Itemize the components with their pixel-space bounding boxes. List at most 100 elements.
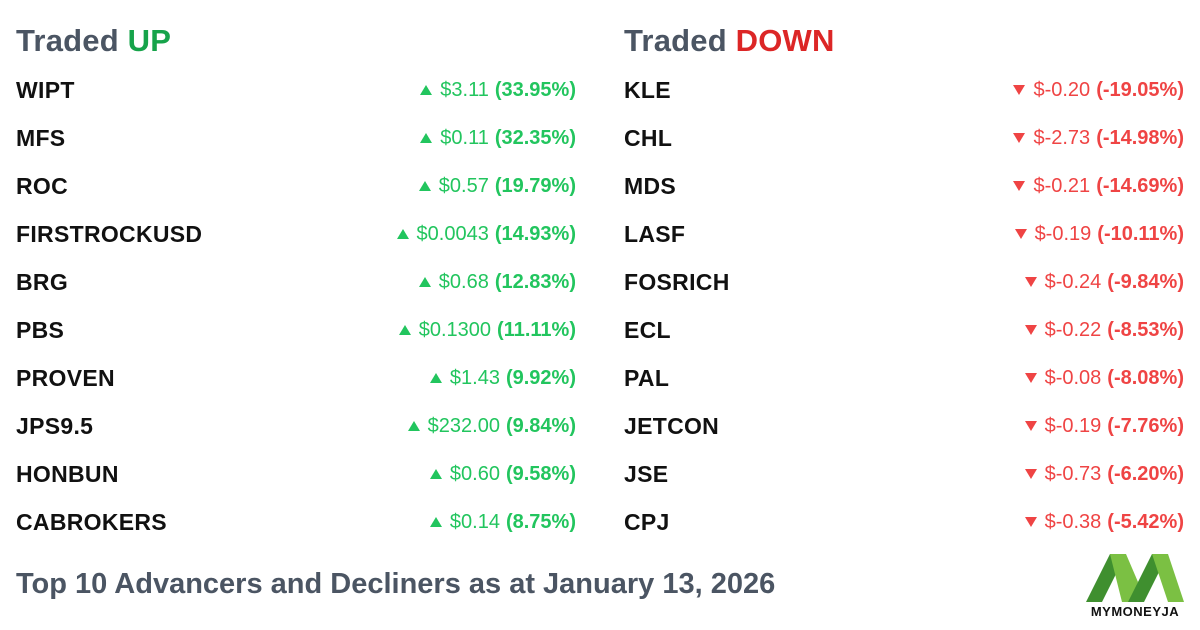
price-change-value: $0.60 (449, 462, 500, 485)
price-change-value: $0.0043 (416, 222, 489, 245)
stock-row: MFS $0.11 (32.35%) (16, 114, 576, 162)
percent-change-value: (33.95%) (494, 78, 576, 101)
price-change: $-0.73 (-6.20%) (1024, 462, 1184, 486)
triangle-up-icon (429, 469, 442, 479)
traded-down-panel: Traded DOWN KLE $-0.20 (-19.05%) CHL $-2.73(… (624, 20, 1184, 546)
stock-symbol: PAL (624, 364, 670, 391)
triangle-up-icon (420, 85, 433, 95)
price-change-value: $-0.20 (1033, 78, 1091, 101)
triangle-up-icon (418, 277, 431, 287)
stock-symbol: JPS9.5 (16, 412, 94, 439)
stock-symbol: CHL (624, 124, 673, 151)
percent-change-value: (9.58%) (505, 462, 576, 485)
stock-symbol: CABROKERS (16, 508, 167, 535)
stock-row: FIRSTROCKUSD $0.0043 (14.93%) (16, 210, 576, 258)
triangle-up-icon (407, 421, 420, 431)
percent-change-value: (19.79%) (494, 174, 576, 197)
price-change: $3.11 (33.95%) (420, 79, 576, 102)
stock-row: PROVEN $1.43 (9.92%) (16, 354, 576, 402)
price-change: $0.1300 (11.11%) (398, 319, 576, 342)
stock-row: ECL $-0.22 (-8.53%) (624, 306, 1184, 354)
price-change-value: $0.57 (438, 174, 489, 197)
percent-change-value: (8.75%) (505, 510, 576, 533)
triangle-down-icon (1024, 421, 1037, 431)
percent-change-value: (-5.42%) (1107, 510, 1184, 533)
decliners-list: KLE $-0.20 (-19.05%) CHL $-2.73 (-14.98%) MDS $… (624, 66, 1184, 546)
stock-symbol: KLE (624, 76, 671, 103)
price-change-value: $-0.19 (1034, 222, 1092, 245)
stock-row: CABROKERS $0.14 (8.75%) (16, 498, 576, 546)
stock-symbol: ECL (624, 316, 671, 343)
summary-title: Top 10 Advancers and Decliners as at Jan… (16, 568, 776, 600)
stock-symbol: BRG (16, 268, 69, 295)
triangle-down-icon (1013, 85, 1026, 95)
price-change: $0.60 (9.58%) (429, 462, 576, 486)
percent-change-value: (-14.98%) (1096, 126, 1184, 149)
stock-symbol: MFS (16, 124, 66, 151)
price-change: $-0.19 (-7.76%) (1024, 414, 1184, 438)
triangle-down-icon (1013, 181, 1026, 191)
triangle-up-icon (420, 133, 433, 143)
advancers-list: WIPT $3.11 (33.95%) MFS $0.11 (32.35%) ROC $0.5… (16, 66, 576, 546)
price-change: $-0.20 (-19.05%) (1013, 79, 1184, 102)
traded-up-heading: Traded UP (16, 20, 576, 62)
price-change: $-0.08 (-8.08%) (1024, 366, 1184, 390)
traded-down-heading: Traded DOWN (624, 20, 1184, 62)
stock-symbol: ROC (16, 172, 69, 199)
price-change: $1.43 (9.92%) (429, 367, 576, 390)
stock-row: CHL $-2.73 (-14.98%) (624, 114, 1184, 162)
triangle-up-icon (429, 517, 442, 527)
stock-row: BRG $0.68 (12.83%) (16, 258, 576, 306)
triangle-down-icon (1013, 133, 1026, 143)
stock-row: PBS $0.1300 (11.11%) (16, 306, 576, 354)
stock-symbol: FIRSTROCKUSD (16, 220, 203, 247)
percent-change-value: (32.35%) (494, 126, 576, 149)
stock-symbol: WIPT (16, 76, 75, 103)
price-change-value: $0.14 (449, 510, 500, 533)
percent-change-value: (-10.11%) (1097, 222, 1184, 245)
stock-row: WIPT $3.11 (33.95%) (16, 66, 576, 114)
percent-change-value: (12.83%) (494, 270, 576, 293)
price-change-value: $-0.08 (1044, 366, 1102, 389)
price-change-value: $0.11 (440, 126, 489, 149)
percent-change-value: (-9.84%) (1107, 270, 1184, 293)
stock-symbol: MDS (624, 172, 677, 199)
stock-symbol: CPJ (624, 508, 670, 535)
traded-up-heading-accent: UP (127, 23, 172, 58)
stock-row: PAL $-0.08 (-8.08%) (624, 354, 1184, 402)
mymoneyja-logo-icon (1086, 554, 1184, 602)
price-change-value: $-0.19 (1044, 414, 1102, 437)
price-change: $-0.22 (-8.53%) (1024, 318, 1184, 342)
triangle-down-icon (1024, 325, 1037, 335)
percent-change-value: (-8.53%) (1107, 318, 1184, 341)
stock-symbol: JETCON (624, 412, 720, 439)
price-change-value: $-0.38 (1044, 510, 1102, 533)
traded-down-heading-prefix: Traded (624, 23, 736, 58)
price-change-value: $0.68 (438, 270, 489, 293)
stock-row: JETCON $-0.19 (-7.76%) (624, 402, 1184, 450)
traded-down-heading-accent: DOWN (735, 23, 835, 58)
brand-logo-text: MYMONEYJA (1090, 604, 1180, 619)
price-change-value: $-0.73 (1044, 462, 1102, 485)
stock-row: LASF $-0.19 (-10.11%) (624, 210, 1184, 258)
price-change: $0.14 (8.75%) (429, 510, 576, 534)
stock-symbol: FOSRICH (624, 268, 730, 295)
stock-symbol: PROVEN (16, 364, 115, 391)
percent-change-value: (-7.76%) (1107, 414, 1184, 437)
triangle-up-icon (396, 229, 409, 239)
price-change-value: $-0.24 (1044, 270, 1102, 293)
triangle-down-icon (1024, 277, 1037, 287)
stock-row: CPJ $-0.38 (-5.42%) (624, 498, 1184, 546)
percent-change-value: (9.84%) (505, 414, 576, 437)
price-change: $-0.24 (-9.84%) (1024, 270, 1184, 294)
price-change-value: $3.11 (440, 78, 489, 101)
stock-row: MDS $-0.21 (-14.69%) (624, 162, 1184, 210)
triangle-down-icon (1014, 229, 1027, 239)
price-change: $-0.38 (-5.42%) (1024, 510, 1184, 534)
price-change: $0.68 (12.83%) (418, 270, 576, 294)
triangle-up-icon (398, 325, 411, 335)
price-change: $232.00 (9.84%) (407, 414, 576, 438)
stock-row: ROC $0.57 (19.79%) (16, 162, 576, 210)
triangle-down-icon (1024, 517, 1037, 527)
stock-symbol: HONBUN (16, 460, 119, 487)
